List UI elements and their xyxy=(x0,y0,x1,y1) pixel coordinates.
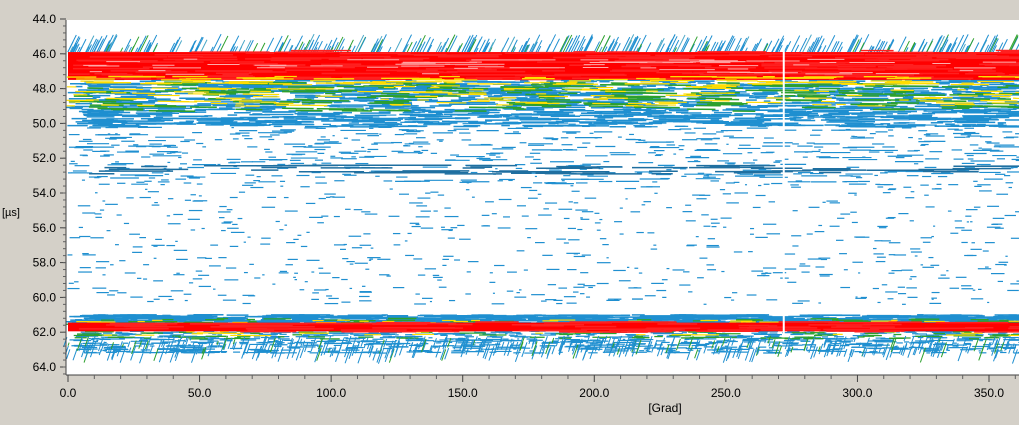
heatmap-chart: 44.046.048.050.052.054.056.058.060.062.0… xyxy=(0,0,1019,420)
